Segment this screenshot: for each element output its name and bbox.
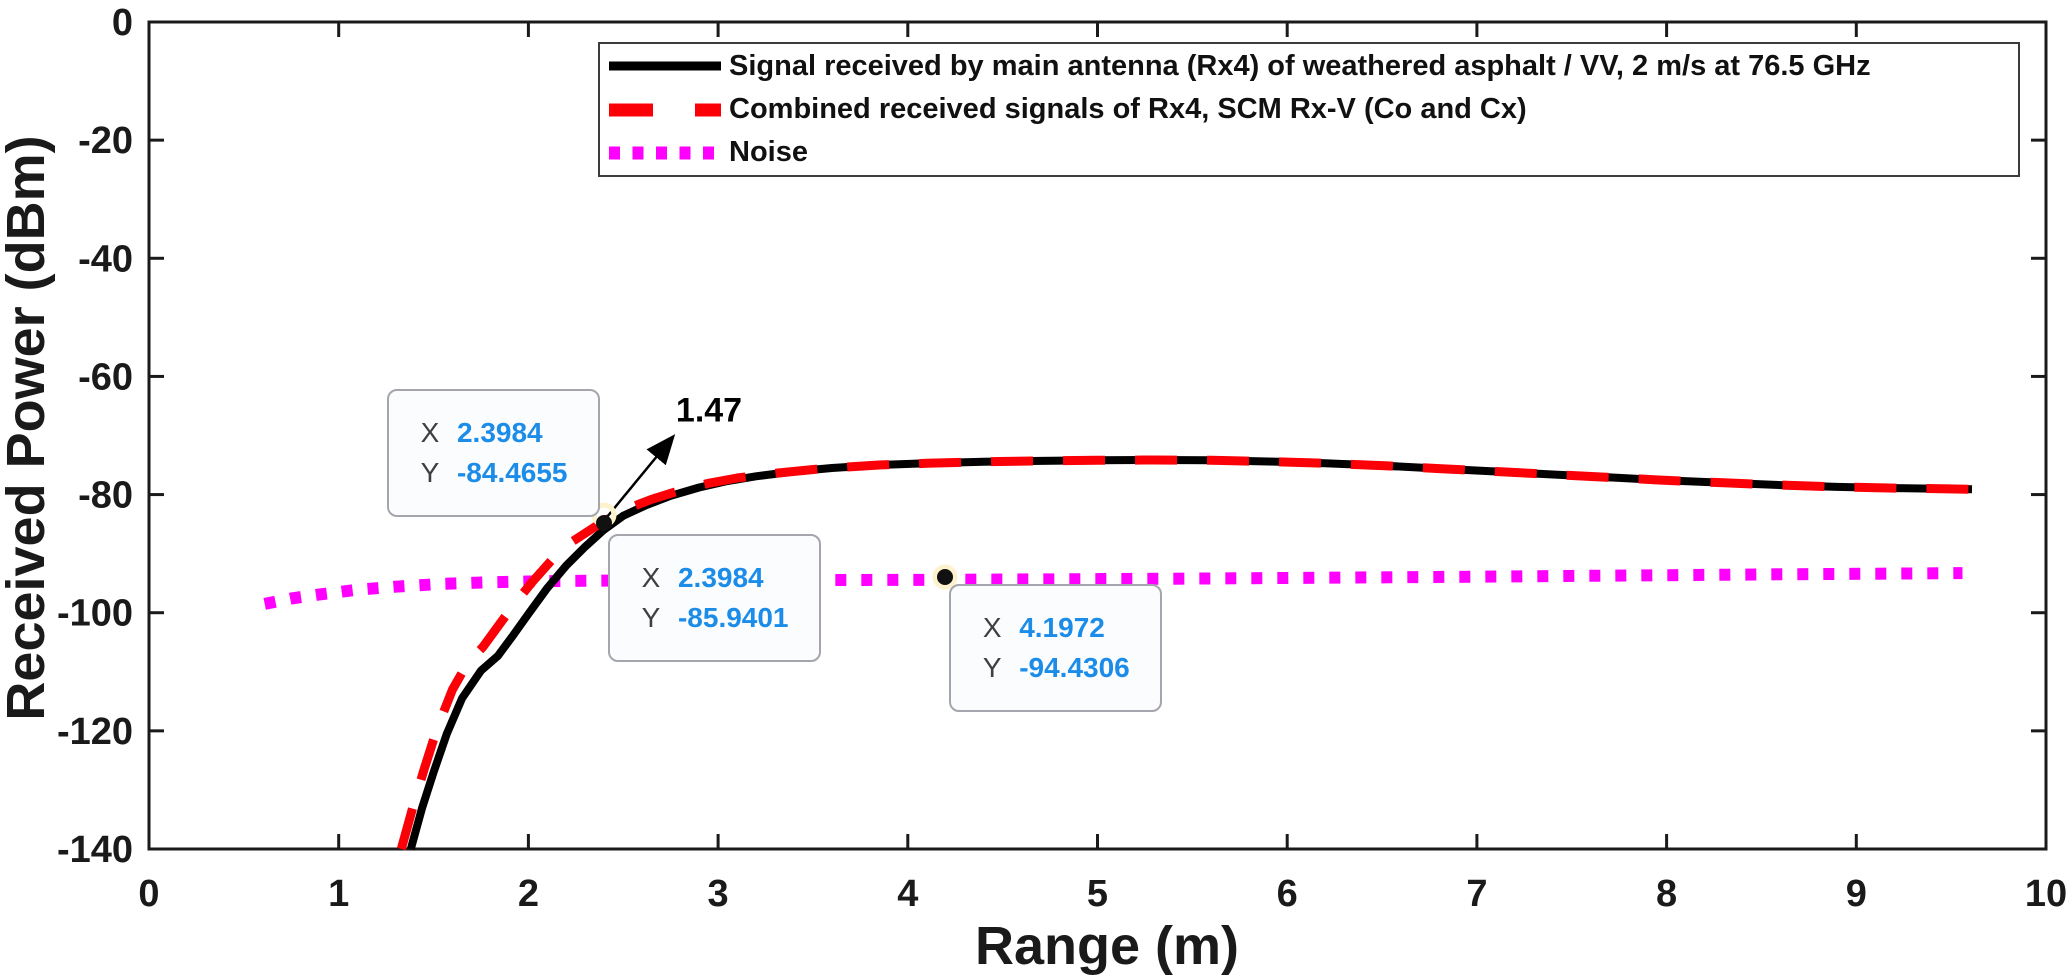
y-tick-label: 0 (112, 2, 133, 44)
datatip-row: Y -84.4655 (413, 456, 598, 490)
legend-item-label: Signal received by main antenna (Rx4) of… (729, 49, 1871, 82)
y-axis-label: Received Power (dBm) (0, 135, 56, 721)
y-tick-label: -80 (78, 475, 133, 517)
series-line-1[interactable] (396, 455, 1973, 851)
datatip-coordinate-key: Y (420, 456, 440, 488)
x-tick-label: 8 (1656, 873, 1677, 915)
legend-item-label: Combined received signals of Rx4, SCM Rx… (729, 93, 1527, 125)
x-tick-label: 0 (138, 873, 159, 915)
x-tick-label: 1 (328, 873, 349, 915)
y-tick-label: -60 (78, 356, 133, 398)
datatip-marker[interactable] (937, 569, 953, 585)
datatip[interactable]: X 2.3984 Y -84.4655 (386, 388, 600, 517)
x-tick-label: 5 (1087, 873, 1108, 915)
datatip-row: X 2.3984 (413, 416, 598, 450)
legend-item[interactable]: Noise (600, 132, 2018, 174)
datatip[interactable]: X 4.1972 Y -94.4306 (949, 583, 1163, 712)
datatip-coordinate-value: 4.1972 (1019, 612, 1105, 644)
datatip-coordinate-value: -94.4306 (1019, 651, 1130, 683)
legend-item-label: Noise (729, 136, 808, 169)
legend-line-sample (609, 61, 721, 71)
y-tick-label: -40 (78, 238, 133, 280)
datatip-marker-halo (932, 564, 958, 590)
datatip-coordinate-value: -85.9401 (677, 601, 789, 633)
datatip-coordinate-key: X (420, 417, 440, 449)
legend-item[interactable]: Combined received signals of Rx4, SCM Rx… (600, 89, 2018, 131)
x-tick-label: 6 (1277, 873, 1298, 915)
datatip-coordinate-value: 2.3984 (456, 417, 543, 449)
y-tick-label: -140 (57, 829, 133, 871)
datatip-coordinate-key: Y (641, 601, 661, 633)
datatip-coordinate-key: Y (982, 651, 1002, 683)
x-tick-label: 2 (518, 873, 539, 915)
datatip-coordinate-key: X (982, 612, 1002, 644)
legend-line-sample (609, 146, 721, 160)
x-tick-label: 7 (1466, 873, 1487, 915)
y-tick-label: -100 (57, 593, 133, 635)
x-axis-label: Range (m) (974, 916, 1240, 976)
datatip-marker[interactable] (596, 515, 612, 531)
legend-item[interactable]: Signal received by main antenna (Rx4) of… (600, 45, 2018, 87)
datatip-row: Y -94.4306 (975, 651, 1160, 685)
datatip-coordinate-value: -84.4655 (456, 456, 568, 488)
legend: Signal received by main antenna (Rx4) of… (598, 42, 2020, 177)
datatip-row: Y -85.9401 (634, 601, 819, 635)
datatip-coordinate-key: X (641, 562, 661, 594)
legend-line-sample (609, 103, 721, 116)
datatip[interactable]: X 2.3984 Y -85.9401 (607, 533, 821, 662)
datatip-coordinate-value: 2.3984 (677, 562, 764, 594)
x-tick-label: 4 (897, 873, 918, 915)
y-tick-label: -120 (57, 711, 133, 753)
annotation-arrow (606, 434, 676, 518)
datatip-row: X 2.3984 (634, 561, 819, 595)
x-tick-label: 9 (1846, 873, 1867, 915)
x-tick-label: 3 (708, 873, 729, 915)
y-tick-label: -20 (78, 120, 133, 162)
datatip-row: X 4.1972 (975, 611, 1160, 645)
x-tick-label: 10 (2025, 873, 2067, 915)
annotation-text[interactable]: 1.47 (675, 391, 743, 430)
